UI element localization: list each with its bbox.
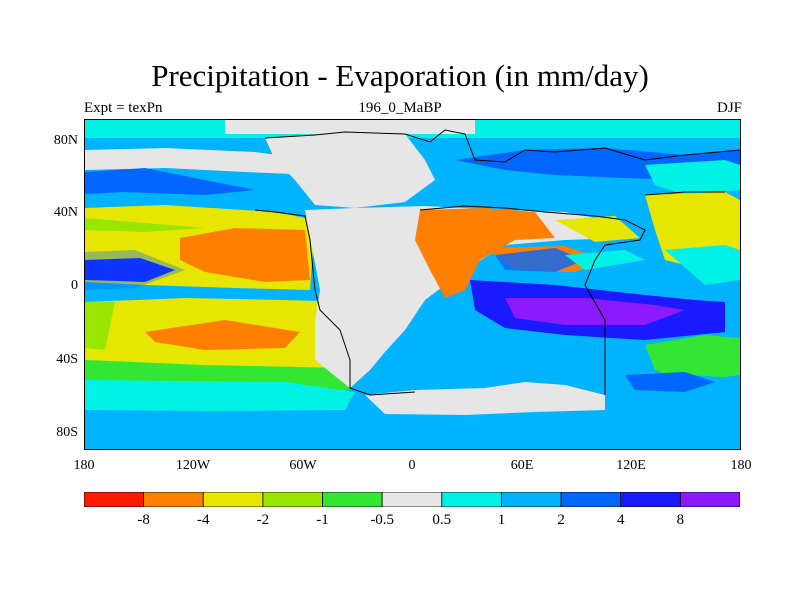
colorbar-label: -8 [137, 512, 150, 528]
colorbar-label: 0.5 [432, 512, 452, 528]
map-field [85, 120, 740, 449]
y-tick: 40N [53, 205, 78, 220]
colorbar-label: 4 [616, 512, 625, 528]
y-tick: 40S [56, 352, 78, 367]
y-tick: 0 [71, 278, 78, 293]
x-tick: 180 [73, 458, 95, 473]
x-tick: 0 [408, 458, 416, 473]
map-title: Precipitation - Evaporation (in mm/day) [151, 58, 649, 93]
time-label: 196_0_MaBP [358, 100, 442, 116]
coastline [264, 129, 740, 163]
colorbar-label: 8 [676, 512, 685, 528]
colorbar-swatch [560, 492, 622, 507]
colorbar-label: -4 [197, 512, 210, 528]
colorbar-swatch [501, 492, 562, 507]
colorbar-swatch [322, 492, 383, 507]
experiment-label: Expt = texPn [84, 100, 163, 116]
season-label: DJF [716, 100, 742, 116]
colorbar-label: 2 [557, 512, 565, 528]
y-tick: 80N [53, 133, 78, 148]
y-tick: 80S [56, 425, 78, 440]
colorbar-swatch [262, 492, 323, 507]
colorbar-swatch [679, 492, 740, 507]
colorbar-label: -0.5 [370, 512, 395, 528]
x-tick: 60E [510, 458, 534, 473]
x-tick: 120W [175, 458, 211, 473]
colorbar-swatch [381, 492, 443, 507]
colorbar-label: 1 [497, 512, 506, 528]
x-tick: 180 [730, 458, 752, 473]
colorbar-swatch [202, 492, 264, 507]
x-tick: 60W [289, 458, 317, 473]
pe-map [84, 119, 741, 450]
colorbar-swatch [84, 492, 145, 507]
colorbar-swatch [620, 492, 681, 507]
colorbar-swatch [441, 492, 502, 507]
colorbar-swatch [143, 492, 204, 507]
colorbar-label: -1 [316, 512, 329, 528]
colorbar-label: -2 [256, 512, 270, 528]
colorbar [84, 492, 740, 507]
x-tick: 120E [616, 458, 646, 473]
